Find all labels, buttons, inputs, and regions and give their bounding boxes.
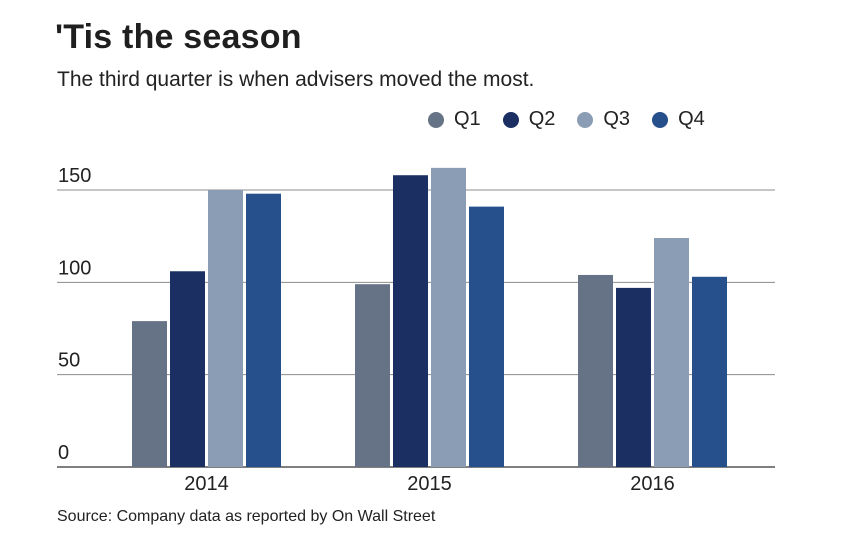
legend-swatch-q1 [428,111,444,128]
y-tick-label-50: 50 [58,350,80,372]
legend-swatch-q3 [577,111,594,128]
legend-item-q4: Q4 [652,108,705,131]
y-tick-label-100: 100 [58,257,91,279]
x-tick-label-2014: 2014 [184,473,229,495]
bar-2015-q3 [431,167,466,467]
bar-2014-q3 [208,190,243,467]
bar-2014-q4 [246,193,281,467]
legend-label-q1: Q1 [454,108,481,130]
x-tick-label-2015: 2015 [407,473,452,495]
x-tick-label-2016: 2016 [630,473,675,495]
bar-2015-q4 [469,206,504,467]
legend-item-q1: Q1 [428,108,481,131]
chart-subtitle: The third quarter is when advisers moved… [57,68,535,91]
legend-label-q4: Q4 [678,108,705,130]
y-tick-label-150: 150 [58,165,91,187]
legend-swatch-q4 [652,111,669,128]
legend-item-q2: Q2 [502,108,556,131]
legend-item-q3: Q3 [577,108,630,131]
chart-title: 'Tis the season [55,18,302,56]
bar-2016-q3 [654,238,689,467]
legend-swatch-q2 [502,111,519,128]
legend-label-q3: Q3 [603,108,631,130]
bar-2015-q1 [355,284,390,467]
legend: Q1 Q2 Q3 Q4 [428,108,705,131]
bar-2016-q2 [616,287,651,467]
source-note: Source: Company data as reported by On W… [57,508,436,525]
bar-2015-q2 [393,175,428,467]
bar-2016-q1 [578,274,613,467]
bar-2014-q2 [170,271,205,467]
bar-2016-q4 [692,276,727,467]
y-tick-label-0: 0 [58,442,69,464]
legend-label-q2: Q2 [528,108,556,130]
bar-2014-q1 [132,321,167,467]
